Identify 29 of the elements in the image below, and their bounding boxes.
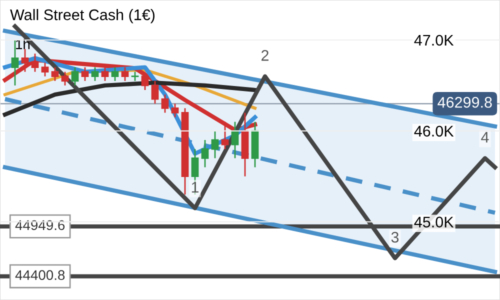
candlestick <box>211 130 219 159</box>
candlestick <box>161 94 169 114</box>
text: Wall Street Cash (1€) <box>10 9 155 24</box>
candlestick <box>61 71 69 86</box>
candlestick <box>231 121 239 159</box>
candlestick <box>81 66 89 82</box>
candlestick <box>171 102 179 118</box>
line-series <box>2 80 258 117</box>
candlestick <box>111 66 119 82</box>
y-tick-label: 45.0K <box>414 216 454 228</box>
candlestick <box>41 62 49 78</box>
candlestick <box>101 66 109 82</box>
annotation: 1 <box>192 182 199 193</box>
annotation: 3 <box>391 232 399 243</box>
candlestick <box>91 66 99 82</box>
candlestick <box>131 71 139 82</box>
annotation: 2 <box>262 50 268 61</box>
ref-line-label: 44400.8 <box>15 270 65 280</box>
candlestick <box>121 66 129 82</box>
annotation: 4 <box>481 132 489 143</box>
candlestick <box>71 66 79 86</box>
candlestick <box>141 71 149 91</box>
candlestick <box>201 139 209 168</box>
candlestick <box>151 80 159 104</box>
y-tick-label: 46.0K <box>414 126 454 137</box>
ref-line-label: 44949.6 <box>15 220 65 230</box>
ref-line-label: 46299.8 <box>438 96 492 108</box>
candlestick <box>51 66 59 82</box>
y-tick-label: 47.0K <box>414 34 454 46</box>
